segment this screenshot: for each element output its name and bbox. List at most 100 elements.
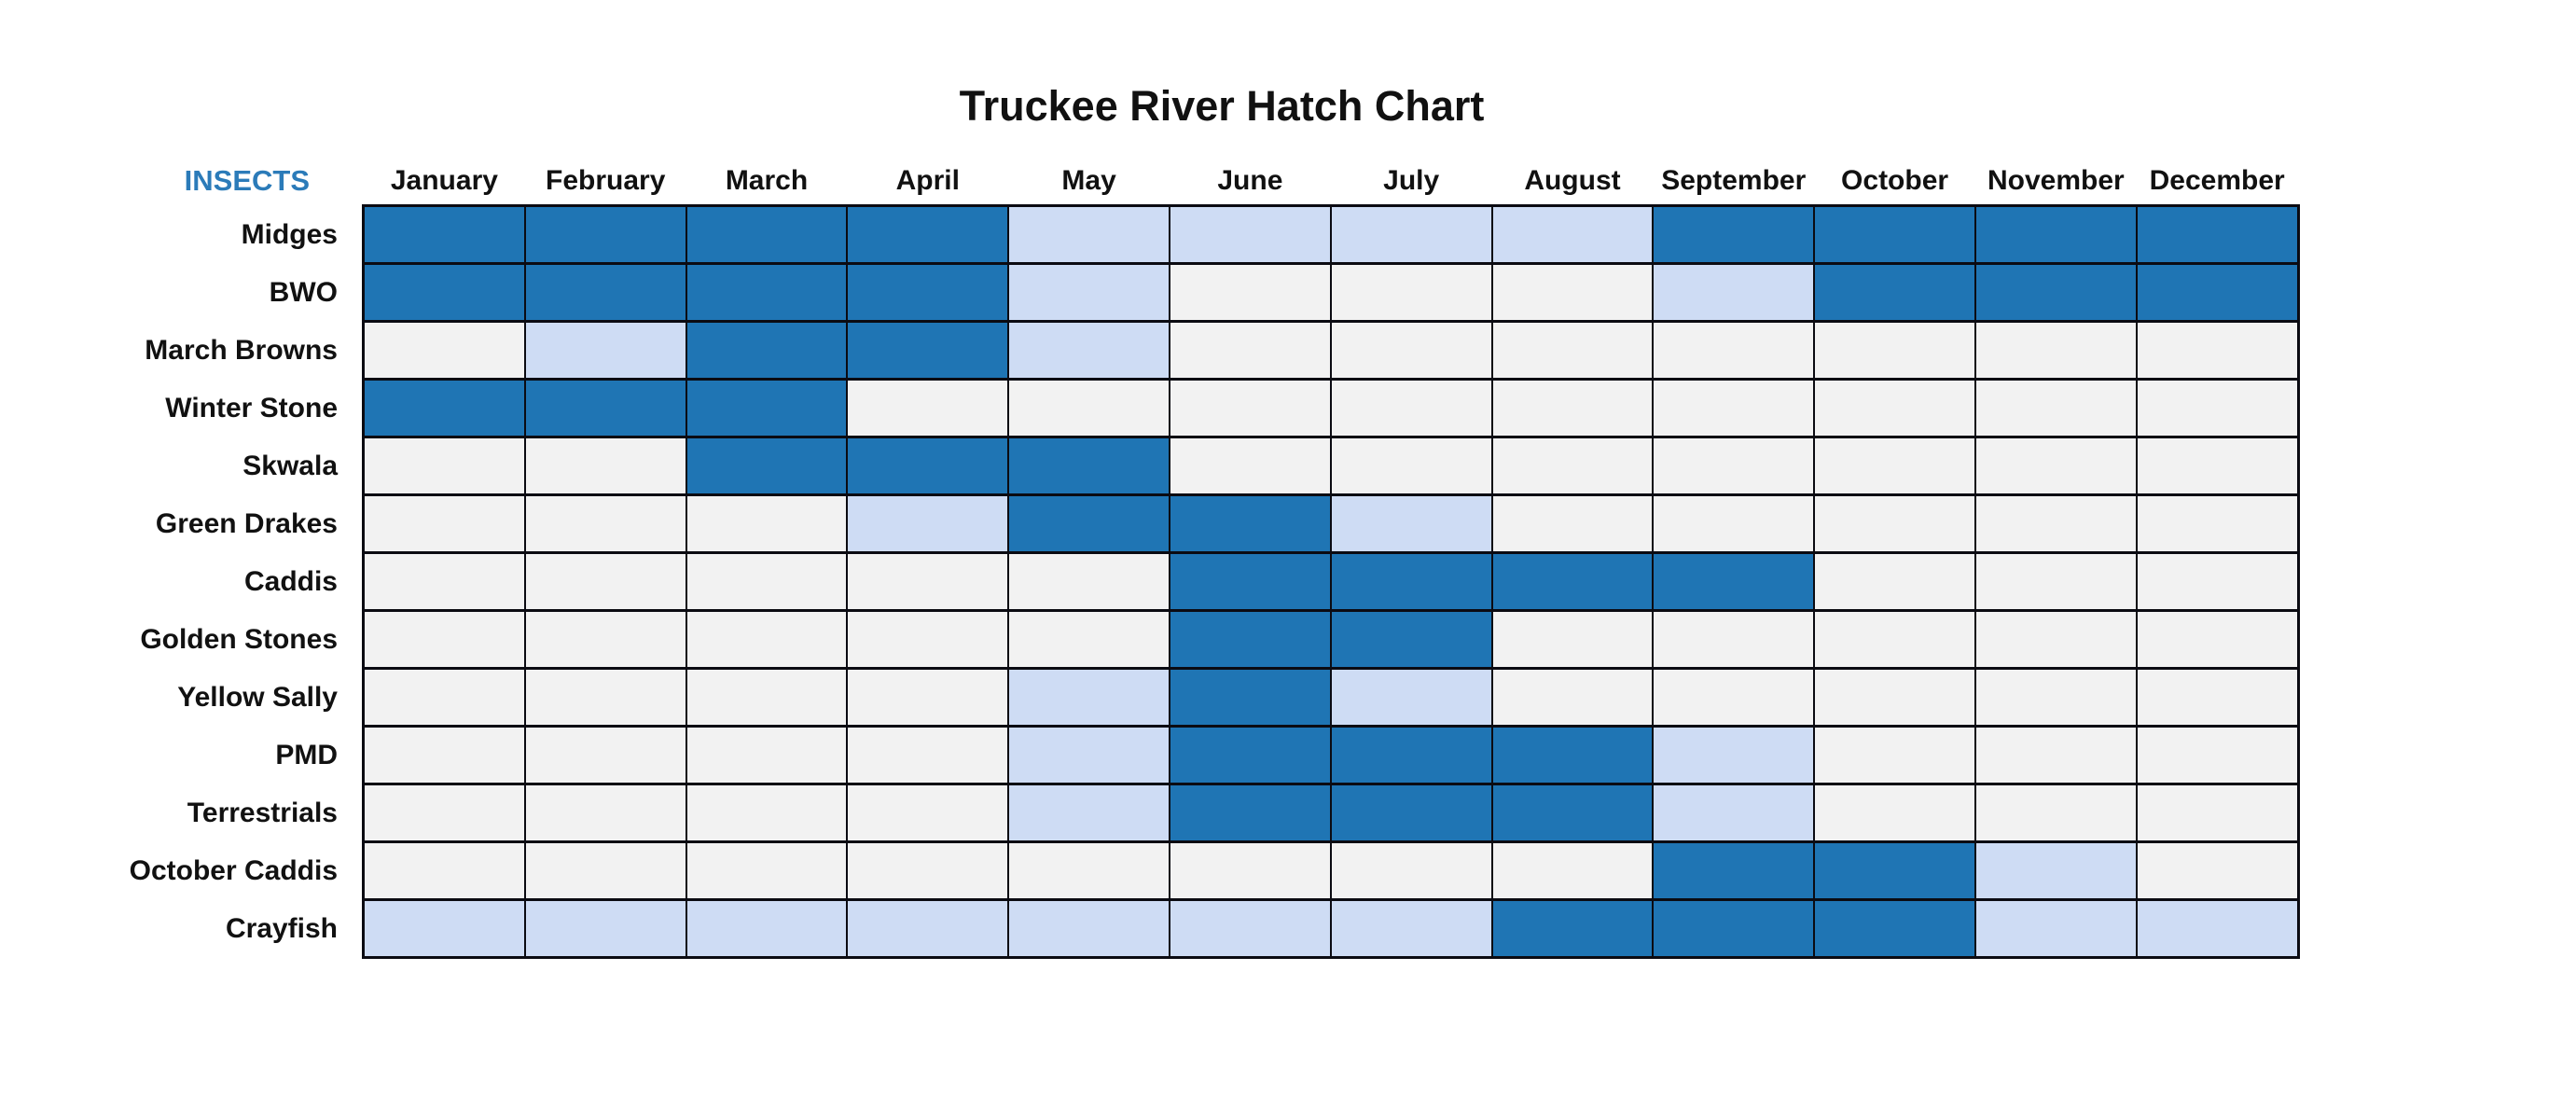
hatch-cell [365,554,524,609]
hatch-cell [1654,207,1814,262]
hatch-cell [1654,496,1814,551]
hatch-cell [1975,785,2136,840]
hatch-cell [686,554,847,609]
hatch-cell [365,785,524,840]
insect-row-label: PMD [275,740,338,770]
insect-row-label: March Browns [145,335,338,366]
hatch-cell [848,901,1008,956]
insect-row-label: Skwala [242,451,338,481]
hatch-cell [365,670,524,725]
hatch-cell [1170,843,1330,898]
hatch-cell [1975,265,2136,320]
hatch-cell [1975,323,2136,378]
hatch-cell [1654,670,1814,725]
hatch-cell [1654,728,1814,783]
hatch-cell [1331,670,1491,725]
insect-row-label: Golden Stones [140,624,338,655]
hatch-cell [525,612,686,667]
hatch-cell [1492,554,1653,609]
hatch-cell [525,438,686,493]
month-header-label: January [390,165,498,196]
month-header-label: December [2149,165,2285,196]
hatch-cell [848,728,1008,783]
hatch-cell [1331,207,1491,262]
hatch-cell [1331,323,1491,378]
hatch-cell [1815,612,1974,667]
month-header-label: September [1661,165,1807,196]
insect-row-label: October Caddis [129,855,338,886]
hatch-cell [1815,496,1974,551]
hatch-cell [1815,785,1974,840]
month-header-label: July [1383,165,1440,196]
month-header-row: January February March April May June July Augu… [365,158,2297,204]
hatch-cell [2137,843,2297,898]
hatch-cell [1170,323,1330,378]
hatch-cell [2137,785,2297,840]
hatch-cell [525,785,686,840]
hatch-cell [525,207,686,262]
hatch-cell [1492,207,1653,262]
insect-row-labels: Midges BWO March Browns Winter Stone Skwala G… [0,207,338,959]
hatch-cell [1654,381,1814,436]
hatch-cell [2137,265,2297,320]
hatch-cell [1170,265,1330,320]
hatch-cell [686,670,847,725]
hatch-cell [365,496,524,551]
hatch-cell [1975,728,2136,783]
insect-row-label: BWO [269,277,338,308]
hatch-cell [1331,901,1491,956]
hatch-cell [1009,785,1169,840]
hatch-cell [1331,381,1491,436]
hatch-cell [1170,207,1330,262]
month-header-label: February [546,165,666,196]
hatch-cell [2137,381,2297,436]
hatch-cell [2137,554,2297,609]
hatch-cell [1815,323,1974,378]
hatch-cell [686,265,847,320]
hatch-cell [1815,554,1974,609]
hatch-cell [1170,670,1330,725]
insect-row-label: Yellow Sally [177,682,338,713]
hatch-cell [525,728,686,783]
hatch-cell [1492,323,1653,378]
hatch-cell [525,265,686,320]
hatch-cell [1331,265,1491,320]
hatch-cell [1492,785,1653,840]
hatch-cell [525,901,686,956]
insect-row-label: Winter Stone [165,393,338,423]
hatch-cell [1170,438,1330,493]
hatch-cell [2137,612,2297,667]
insect-row-label: Terrestrials [187,798,338,828]
hatch-cell [1170,381,1330,436]
hatch-cell [365,265,524,320]
hatch-cell [1975,612,2136,667]
hatch-cell [2137,496,2297,551]
hatch-cell [1654,323,1814,378]
hatch-grid [362,204,2300,959]
hatch-cell [1009,381,1169,436]
hatch-cell [525,670,686,725]
hatch-cell [1009,843,1169,898]
insect-row-label: Caddis [243,566,338,597]
hatch-cell [848,438,1008,493]
hatch-cell [1492,612,1653,667]
hatch-cell [686,728,847,783]
month-header-label: March [725,165,809,196]
hatch-cell [1815,381,1974,436]
hatch-cell [1975,843,2136,898]
month-header-label: April [895,165,960,196]
hatch-cell [2137,901,2297,956]
hatch-cell [1492,843,1653,898]
hatch-cell [1331,785,1491,840]
hatch-cell [1492,265,1653,320]
hatch-cell [1331,438,1491,493]
hatch-cell [1331,496,1491,551]
hatch-cell [1009,670,1169,725]
hatch-cell [1975,496,2136,551]
hatch-cell [1492,381,1653,436]
hatch-cell [686,381,847,436]
insect-row-label: Midges [241,219,338,250]
insects-column-header: INSECTS [184,164,310,197]
month-header-label: November [1987,165,2125,196]
